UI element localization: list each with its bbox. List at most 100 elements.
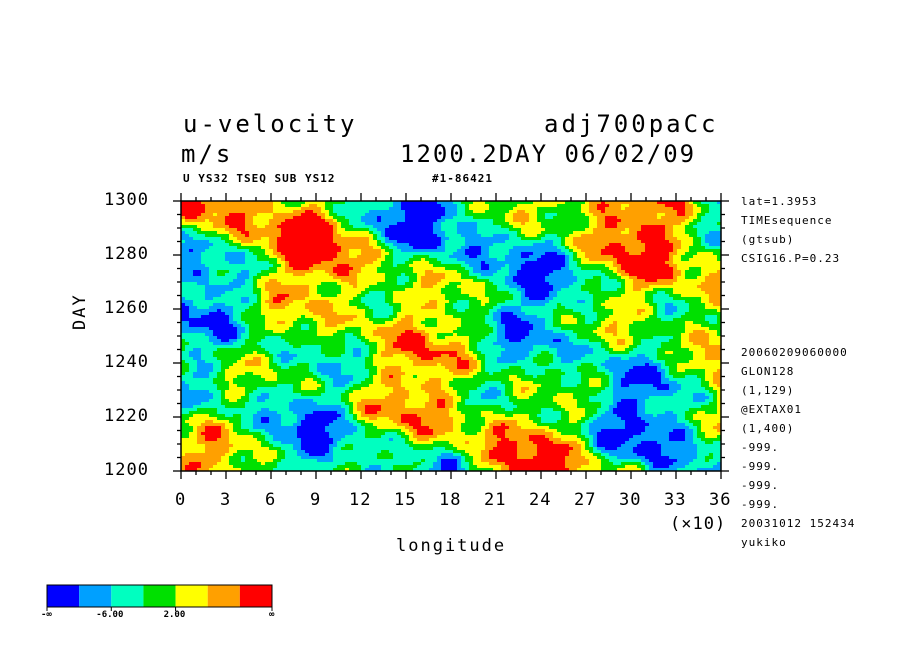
heatmap-cell xyxy=(441,270,446,274)
heatmap-cell xyxy=(453,243,458,247)
subtitle-left: U YS32 TSEQ SUB YS12 xyxy=(183,172,336,185)
heatmap-cell xyxy=(565,279,570,283)
heatmap-cell xyxy=(605,273,610,277)
heatmap-cell xyxy=(489,258,494,262)
side-info-line: yukiko xyxy=(741,536,787,549)
heatmap-cell xyxy=(485,288,490,292)
heatmap-cell xyxy=(189,246,194,250)
heatmap-cell xyxy=(469,279,474,283)
heatmap-cell xyxy=(365,237,370,241)
heatmap-cell xyxy=(273,210,278,214)
heatmap-cell xyxy=(361,225,366,229)
heatmap-cell xyxy=(273,213,278,217)
heatmap-cell xyxy=(249,255,254,259)
heatmap-cell xyxy=(669,270,674,274)
heatmap-cell xyxy=(613,222,618,226)
heatmap-cell xyxy=(425,291,430,295)
heatmap-cell xyxy=(349,228,354,232)
heatmap-cell xyxy=(277,258,282,262)
heatmap-cell xyxy=(501,279,506,283)
heatmap-cell xyxy=(677,282,682,286)
heatmap-cell xyxy=(337,294,342,298)
heatmap-cell xyxy=(533,222,538,226)
heatmap-cell xyxy=(517,288,522,292)
heatmap-cell xyxy=(309,249,314,253)
heatmap-cell xyxy=(537,273,542,277)
heatmap-cell xyxy=(265,219,270,223)
heatmap-cell xyxy=(573,309,578,313)
heatmap-cell xyxy=(381,237,386,241)
heatmap-cell xyxy=(229,300,234,304)
heatmap-cell xyxy=(533,297,538,301)
heatmap-cell xyxy=(629,276,634,280)
heatmap-cell xyxy=(373,207,378,211)
heatmap-cell xyxy=(333,246,338,250)
heatmap-cell xyxy=(465,216,470,220)
heatmap-cell xyxy=(277,243,282,247)
heatmap-cell xyxy=(433,282,438,286)
heatmap-cell xyxy=(621,243,626,247)
heatmap-cell xyxy=(569,228,574,232)
heatmap-cell xyxy=(577,288,582,292)
heatmap-cell xyxy=(473,207,478,211)
heatmap-cell xyxy=(289,237,294,241)
heatmap-cell xyxy=(445,210,450,214)
heatmap-cell xyxy=(229,231,234,235)
heatmap-cell xyxy=(633,201,638,205)
heatmap-cell xyxy=(221,267,226,271)
heatmap-cell xyxy=(385,282,390,286)
heatmap-cell xyxy=(489,303,494,307)
heatmap-cell xyxy=(213,216,218,220)
heatmap-cell xyxy=(533,255,538,259)
heatmap-cell xyxy=(421,291,426,295)
heatmap-cell xyxy=(653,201,658,205)
heatmap-cell xyxy=(473,237,478,241)
heatmap-cell xyxy=(221,261,226,265)
heatmap-cell xyxy=(461,234,466,238)
heatmap-cell xyxy=(285,246,290,250)
heatmap-cell xyxy=(241,249,246,253)
heatmap-cell xyxy=(717,246,722,250)
heatmap-cell xyxy=(665,222,670,226)
heatmap-cell xyxy=(617,231,622,235)
heatmap-cell xyxy=(505,222,510,226)
heatmap-cell xyxy=(509,234,514,238)
heatmap-cell xyxy=(585,273,590,277)
heatmap-cell xyxy=(437,237,442,241)
heatmap-cell xyxy=(413,297,418,301)
heatmap-cell xyxy=(601,252,606,256)
heatmap-cell xyxy=(489,216,494,220)
heatmap-cell xyxy=(565,285,570,289)
heatmap-cell xyxy=(265,279,270,283)
heatmap-cell xyxy=(297,210,302,214)
heatmap-cell xyxy=(249,231,254,235)
heatmap-cell xyxy=(245,228,250,232)
heatmap-cell xyxy=(693,306,698,310)
heatmap-cell xyxy=(577,303,582,307)
heatmap-cell xyxy=(389,219,394,223)
heatmap-cell xyxy=(373,201,378,205)
heatmap-cell xyxy=(297,297,302,301)
heatmap-cell xyxy=(377,261,382,265)
heatmap-cell xyxy=(433,285,438,289)
heatmap-cell xyxy=(277,216,282,220)
heatmap-cell xyxy=(205,255,210,259)
heatmap-cell xyxy=(197,252,202,256)
heatmap-cell xyxy=(677,303,682,307)
heatmap-cell xyxy=(565,231,570,235)
heatmap-cell xyxy=(585,243,590,247)
heatmap-cell xyxy=(345,276,350,280)
heatmap-cell xyxy=(577,309,582,313)
heatmap-cell xyxy=(445,306,450,310)
heatmap-cell xyxy=(361,201,366,205)
heatmap-cell xyxy=(265,204,270,208)
heatmap-cell xyxy=(665,204,670,208)
heatmap-cell xyxy=(229,264,234,268)
heatmap-cell xyxy=(373,204,378,208)
heatmap-cell xyxy=(453,291,458,295)
heatmap-cell xyxy=(673,258,678,262)
heatmap-cell xyxy=(185,252,190,256)
heatmap-cell xyxy=(425,264,430,268)
heatmap-cell xyxy=(473,264,478,268)
heatmap-cell xyxy=(317,306,322,310)
